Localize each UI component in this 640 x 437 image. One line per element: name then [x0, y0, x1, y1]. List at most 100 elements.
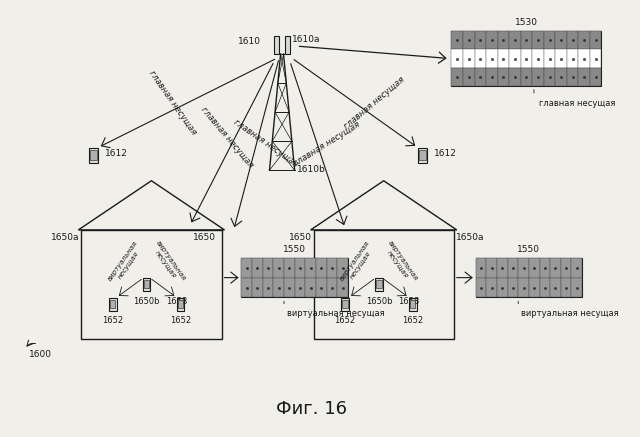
Bar [337, 277, 348, 298]
Bar [579, 68, 590, 86]
Bar [177, 298, 184, 311]
Bar [556, 68, 567, 86]
Bar [486, 68, 497, 86]
Text: 1652: 1652 [402, 316, 423, 326]
Bar [463, 49, 474, 68]
Bar [518, 258, 529, 277]
Bar [410, 300, 415, 308]
Bar [143, 278, 150, 291]
Bar [556, 31, 567, 49]
Bar [486, 31, 497, 49]
Bar [486, 277, 497, 298]
Bar [579, 49, 590, 68]
Bar [486, 49, 497, 68]
Bar [451, 31, 602, 86]
Bar [544, 68, 556, 86]
Bar [294, 277, 305, 298]
Bar [572, 277, 582, 298]
Bar [590, 68, 602, 86]
Text: главная несущая: главная несущая [232, 118, 300, 169]
Bar [305, 277, 316, 298]
Text: 1658: 1658 [398, 296, 419, 305]
Bar [476, 277, 486, 298]
Bar [284, 258, 294, 277]
Bar [532, 31, 544, 49]
Bar [474, 68, 486, 86]
Text: 1612: 1612 [105, 149, 128, 158]
Bar [316, 258, 326, 277]
Text: Фиг. 16: Фиг. 16 [276, 400, 347, 418]
Text: главная несущая: главная несущая [199, 105, 255, 170]
Text: 1650: 1650 [193, 233, 216, 242]
Bar [252, 258, 262, 277]
Text: 1650b: 1650b [365, 296, 392, 305]
Bar [285, 36, 290, 54]
Text: 1612: 1612 [434, 149, 457, 158]
Bar [81, 230, 221, 339]
Bar [521, 68, 532, 86]
Bar [144, 280, 149, 288]
Bar [590, 31, 602, 49]
Bar [337, 258, 348, 277]
Bar [463, 31, 474, 49]
Bar [550, 277, 561, 298]
Bar [509, 68, 521, 86]
Bar [561, 258, 572, 277]
Bar [305, 258, 316, 277]
Text: 1530: 1530 [515, 18, 538, 27]
Bar [508, 258, 518, 277]
Bar [418, 148, 427, 163]
Bar [326, 277, 337, 298]
Bar [284, 277, 294, 298]
Bar [451, 49, 463, 68]
Bar [561, 277, 572, 298]
Bar [262, 258, 273, 277]
Bar [521, 31, 532, 49]
Bar [567, 49, 579, 68]
Bar [518, 277, 529, 298]
Bar [451, 31, 463, 49]
Bar [572, 258, 582, 277]
Bar [540, 277, 550, 298]
Text: 1650b: 1650b [133, 296, 160, 305]
Text: 1610b: 1610b [296, 165, 325, 174]
Bar [463, 68, 474, 86]
Bar [294, 258, 305, 277]
Bar [241, 277, 252, 298]
Bar [550, 258, 561, 277]
Text: виртуальная несущая: виртуальная несущая [521, 309, 619, 319]
Bar [419, 150, 426, 160]
Bar [316, 277, 326, 298]
Bar [275, 36, 279, 54]
Text: главная несущая: главная несущая [292, 121, 362, 169]
Bar [532, 68, 544, 86]
Text: виртуальная несущая: виртуальная несущая [287, 309, 385, 319]
Bar [342, 300, 348, 308]
Bar [544, 49, 556, 68]
Bar [252, 277, 262, 298]
Bar [89, 148, 98, 163]
Bar [241, 258, 348, 298]
Text: виртуальная
несущая: виртуальная несущая [381, 239, 419, 286]
Bar [90, 150, 97, 160]
Bar [375, 278, 383, 291]
Bar [529, 258, 540, 277]
Bar [451, 68, 463, 86]
Bar [486, 258, 497, 277]
Bar [567, 31, 579, 49]
Text: главная несущая: главная несущая [539, 99, 615, 108]
Text: 1610: 1610 [238, 37, 260, 45]
Text: 1650a: 1650a [51, 233, 79, 242]
Bar [579, 31, 590, 49]
Bar [497, 49, 509, 68]
Bar [521, 49, 532, 68]
Bar [497, 277, 508, 298]
Text: 1550: 1550 [283, 245, 306, 254]
Text: виртуальная
несущая: виртуальная несущая [339, 239, 376, 286]
Text: 1610a: 1610a [292, 35, 320, 44]
Bar [474, 49, 486, 68]
Bar [109, 298, 116, 311]
Bar [509, 31, 521, 49]
Bar [532, 49, 544, 68]
Bar [497, 68, 509, 86]
